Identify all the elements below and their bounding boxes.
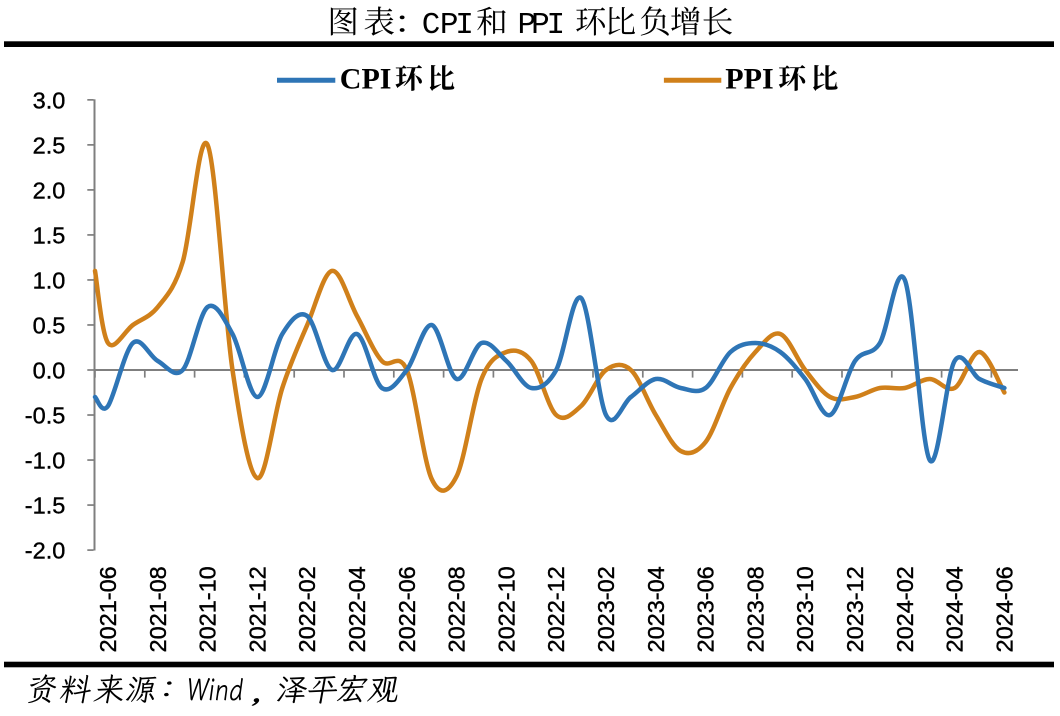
svg-text:3.0: 3.0: [33, 87, 66, 113]
svg-text:0.0: 0.0: [33, 358, 66, 384]
svg-text:2022-02: 2022-02: [294, 566, 320, 652]
svg-text:P: P: [518, 8, 537, 43]
svg-text:-1.5: -1.5: [25, 493, 66, 519]
svg-text:1.5: 1.5: [33, 222, 66, 248]
svg-text:2023-12: 2023-12: [842, 566, 868, 652]
svg-text:-0.5: -0.5: [25, 403, 66, 429]
svg-text:2023-06: 2023-06: [693, 566, 719, 652]
svg-text:PPI: PPI: [725, 62, 773, 95]
svg-text:2021-12: 2021-12: [244, 566, 270, 652]
svg-text:CPI: CPI: [340, 62, 392, 95]
svg-text:2.0: 2.0: [33, 177, 66, 203]
svg-text:2023-10: 2023-10: [792, 566, 818, 652]
svg-text:2023-02: 2023-02: [593, 566, 619, 652]
svg-text:2022-06: 2022-06: [394, 566, 420, 652]
svg-text:1.0: 1.0: [33, 268, 66, 294]
svg-text:2023-04: 2023-04: [643, 566, 669, 652]
svg-text:I: I: [547, 8, 566, 43]
svg-text:P: P: [440, 8, 459, 43]
svg-text:2022-04: 2022-04: [344, 566, 370, 652]
svg-text:2021-06: 2021-06: [95, 566, 121, 652]
svg-text:2023-08: 2023-08: [742, 566, 768, 652]
svg-text:-2.0: -2.0: [25, 538, 66, 564]
svg-text:P: P: [531, 8, 550, 43]
svg-text:2021-10: 2021-10: [195, 566, 221, 652]
svg-text:-1.0: -1.0: [25, 448, 66, 474]
svg-text:2024-04: 2024-04: [942, 566, 968, 652]
svg-text:C: C: [422, 8, 441, 43]
svg-text:0.5: 0.5: [33, 313, 66, 339]
svg-text:I: I: [455, 8, 474, 43]
svg-text:2024-02: 2024-02: [892, 566, 918, 652]
svg-text:2.5: 2.5: [33, 132, 66, 158]
svg-text:2022-12: 2022-12: [543, 566, 569, 652]
svg-text:2024-06: 2024-06: [991, 566, 1017, 652]
svg-text:2022-08: 2022-08: [444, 566, 470, 652]
svg-text:2021-08: 2021-08: [145, 566, 171, 652]
svg-text:2022-10: 2022-10: [493, 566, 519, 652]
